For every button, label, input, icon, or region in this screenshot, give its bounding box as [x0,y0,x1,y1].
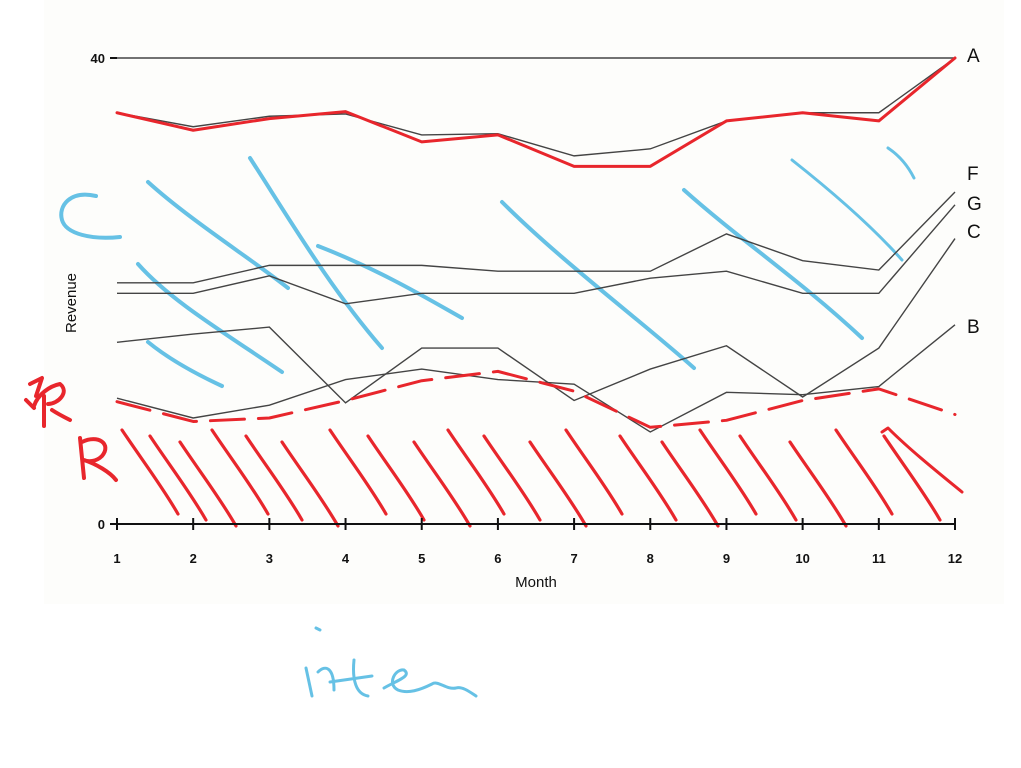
y-axis-ticks: 0 40 [91,51,117,532]
red-hatch-stroke [482,434,542,522]
red-hatch-stroke [210,428,270,516]
x-axis-title: Month [515,574,557,591]
x-tick-label: 11 [872,551,886,566]
blue-handwriting [304,658,478,698]
red-handwritten-marks [24,376,118,482]
red-dashed-line [115,369,957,429]
series-line-b [116,324,956,433]
red-hatch-stroke [178,440,238,528]
red-hatch-stroke [788,440,848,528]
red-trace-line [115,56,957,168]
blue-stroke [136,262,284,374]
red-hatch-stroke [880,426,964,494]
blue-letter-c [59,192,122,240]
y-axis-title: Revenue [63,273,80,333]
x-tick-label: 3 [266,551,273,566]
x-tick-label: 9 [723,551,730,566]
series-label-f: F [967,164,979,185]
series-label-a: A [967,46,980,67]
x-tick-label: 7 [570,551,577,566]
x-tick-label: 12 [948,551,962,566]
red-hatch-stroke [618,434,678,522]
x-tick-label: 8 [647,551,654,566]
red-hatch-stroke [120,428,180,516]
red-line-annotations [115,56,957,429]
red-hatch-stroke [328,428,388,516]
x-tick-label: 4 [342,551,350,566]
red-hatch-stroke [882,434,942,522]
red-hatch-stroke [148,434,208,522]
red-hatch-stroke [698,428,758,516]
red-hatch-stroke [528,440,588,528]
series-labels: A FGC B [967,46,982,338]
y-tick-label: 0 [98,517,105,532]
chart-background [44,0,1004,604]
red-hatch-annotations [120,426,964,528]
red-hatch-stroke [738,434,798,522]
blue-stroke [316,244,464,320]
blue-stroke [682,188,864,340]
red-scribble-mark [24,376,72,428]
x-axis-ticks: 1 2 3 4 5 6 7 8 9 10 11 12 [113,518,962,566]
red-hatch-stroke [280,440,340,528]
blue-stroke [790,158,904,262]
series-line-c [116,238,956,404]
series-label-b: B [967,317,980,338]
series-line-g [117,204,956,305]
red-hatch-stroke [564,428,624,516]
blue-stroke [248,156,384,350]
red-hatch-stroke [412,440,472,528]
x-tick-label: 6 [494,551,501,566]
red-letter-r [78,436,118,482]
blue-stroke [146,340,224,388]
red-hatch-stroke [660,440,720,528]
red-hatch-stroke [446,428,506,516]
series-label-c: C [967,222,981,243]
red-hatch-stroke [244,434,304,522]
blue-stroke [886,146,916,180]
red-hatch-stroke [834,428,894,516]
series-line-f [117,191,956,284]
x-tick-label: 1 [113,551,120,566]
x-tick-label: 2 [190,551,197,566]
red-hatch-stroke [366,434,426,522]
x-tick-label: 10 [795,551,809,566]
series-label-g: G [967,194,982,215]
y-tick-label: 40 [91,51,105,66]
x-tick-label: 5 [418,551,425,566]
blue-dot [314,626,322,632]
